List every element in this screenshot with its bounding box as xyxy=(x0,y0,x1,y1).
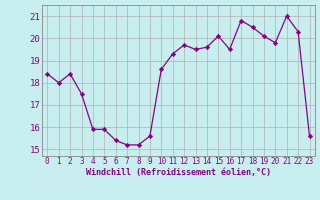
X-axis label: Windchill (Refroidissement éolien,°C): Windchill (Refroidissement éolien,°C) xyxy=(86,168,271,177)
